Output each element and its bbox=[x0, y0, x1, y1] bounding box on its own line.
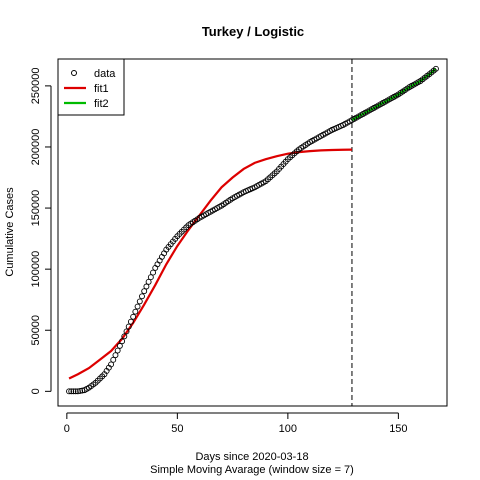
data-point bbox=[125, 323, 132, 330]
data-point bbox=[74, 388, 81, 395]
axes: 0 50 100 150 0 50000 100000 150000 200000 250000 bbox=[30, 68, 408, 435]
data-point bbox=[150, 269, 156, 276]
y-tick-label: 200000 bbox=[30, 129, 42, 166]
x-tick-label: 150 bbox=[389, 423, 407, 435]
x-tick-label: 0 bbox=[64, 423, 70, 435]
data-point bbox=[145, 278, 152, 285]
data-point bbox=[72, 388, 79, 395]
data-point bbox=[127, 318, 134, 325]
data-point bbox=[141, 288, 148, 295]
data-point bbox=[68, 388, 75, 395]
marks bbox=[66, 59, 439, 406]
y-tick-label: 0 bbox=[30, 388, 42, 394]
data-point bbox=[108, 361, 114, 368]
y-axis-label: Cumulative Cases bbox=[4, 187, 16, 277]
data-point bbox=[136, 298, 143, 305]
data-point bbox=[66, 388, 73, 395]
data-point bbox=[112, 352, 119, 359]
data-point bbox=[119, 338, 126, 345]
legend-data-label: data bbox=[94, 68, 116, 80]
legend-fit1-label: fit1 bbox=[94, 83, 109, 95]
data-point bbox=[130, 313, 137, 320]
data-point bbox=[134, 303, 141, 310]
legend-data-symbol bbox=[71, 70, 77, 76]
fit1-line bbox=[68, 148, 352, 380]
y-tick-label: 150000 bbox=[30, 190, 42, 227]
chart-title: Turkey / Logistic bbox=[202, 24, 304, 39]
data-point bbox=[143, 283, 150, 290]
data-points bbox=[66, 65, 439, 395]
y-tick-label: 250000 bbox=[30, 68, 42, 105]
data-point bbox=[70, 388, 77, 395]
y-tick-label: 50000 bbox=[30, 315, 42, 346]
data-point bbox=[123, 328, 130, 335]
x-axis-label: Days since 2020-03-18 bbox=[195, 451, 308, 463]
y-tick-label: 100000 bbox=[30, 251, 42, 288]
data-point bbox=[139, 293, 145, 300]
x-tick-label: 100 bbox=[279, 423, 297, 435]
data-point bbox=[147, 274, 154, 281]
data-point bbox=[116, 342, 123, 349]
data-point bbox=[77, 387, 84, 394]
plot-frame bbox=[57, 58, 448, 407]
data-point bbox=[121, 333, 128, 340]
data-point bbox=[132, 308, 139, 315]
data-point bbox=[114, 347, 121, 354]
data-point bbox=[432, 65, 439, 72]
x-tick-label: 50 bbox=[171, 423, 183, 435]
legend-fit2-label: fit2 bbox=[94, 98, 109, 110]
data-point bbox=[110, 356, 117, 363]
x-axis-sublabel: Simple Moving Avarage (window size = 7) bbox=[150, 464, 354, 476]
legend: data fit1 fit2 bbox=[57, 58, 125, 116]
